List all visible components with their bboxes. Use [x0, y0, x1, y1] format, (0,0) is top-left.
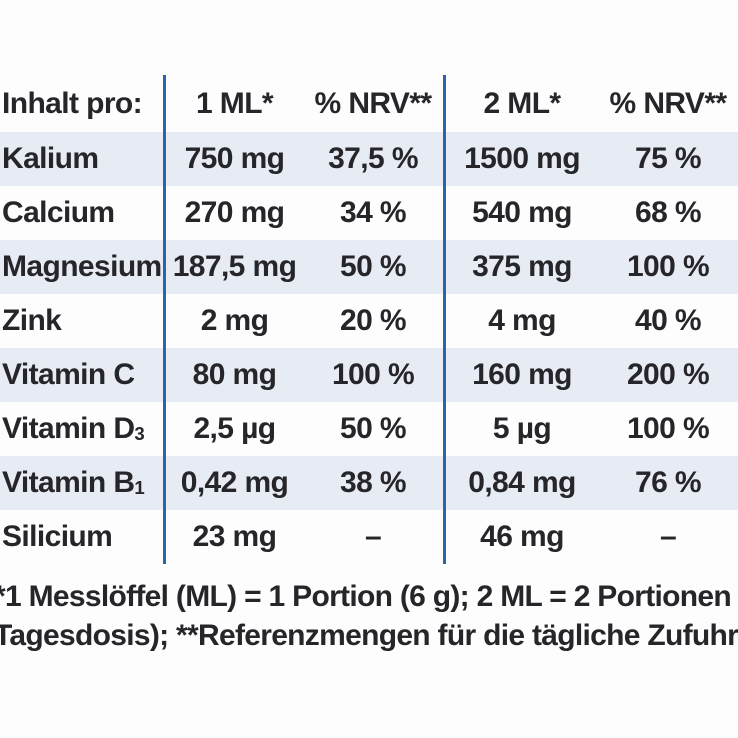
pct-nrv-1ml: 50 % [340, 250, 407, 283]
header-col-nrv2: % NRV** [609, 86, 728, 120]
pct-nrv-1ml: 37,5 % [328, 142, 418, 175]
header-col-1ml: 1 ML* [163, 75, 303, 132]
row-label-text: Calcium [2, 196, 115, 229]
row-label-text: Zink [2, 304, 62, 337]
pct-nrv-1ml: 20 % [340, 304, 407, 337]
row-label-text: Vitamin D [2, 412, 135, 445]
table-row: Calcium 270 mg 34 % 540 mg 68 % [0, 186, 738, 240]
pct-nrv-2ml: 75 % [635, 142, 702, 175]
row-label-text: Kalium [2, 142, 99, 175]
value-1ml: 80 mg [163, 348, 303, 402]
value-2ml: 4 mg [443, 294, 598, 348]
header-col-2ml: 2 ML* [443, 75, 598, 132]
pct-nrv-1ml: 38 % [340, 466, 407, 499]
row-label: Silicium [0, 510, 163, 564]
header-col-nrv1: % NRV** [314, 86, 433, 120]
table-row: Vitamin C 80 mg 100 % 160 mg 200 % [0, 348, 738, 402]
value-1ml: 2 mg [163, 294, 303, 348]
value-1ml: 2,5 µg [163, 402, 303, 456]
value-2ml: 375 mg [443, 240, 598, 294]
pct-nrv-2ml: 100 % [626, 412, 710, 445]
row-label-text: Silicium [2, 520, 113, 553]
value-2ml: 1500 mg [443, 132, 598, 186]
value-1ml: 0,42 mg [163, 456, 303, 510]
table-row: Vitamin D 3 2,5 µg 50 % 5 µg 100 % [0, 402, 738, 456]
footnote-line-1: *1 Messlöffel (ML) = 1 Portion (6 g); 2 … [0, 580, 738, 613]
table-header-row: Inhalt pro: 1 ML* % NRV** 2 ML* % NRV** [0, 75, 738, 132]
header-label-col: Inhalt pro: [2, 86, 143, 120]
nutrition-facts-table: Inhalt pro: 1 ML* % NRV** 2 ML* % NRV** … [0, 75, 738, 564]
pct-nrv-1ml: 50 % [340, 412, 407, 445]
row-label-text: Vitamin C [2, 358, 135, 391]
pct-nrv-2ml: – [659, 520, 677, 553]
row-label: Vitamin C [0, 348, 163, 402]
pct-nrv-2ml: 100 % [626, 250, 710, 283]
value-2ml: 0,84 mg [443, 456, 598, 510]
row-label: Zink [0, 294, 163, 348]
value-2ml: 5 µg [443, 402, 598, 456]
row-label: Magnesium [0, 240, 163, 294]
row-label-text: Vitamin B [2, 466, 135, 499]
table-row: Magnesium 187,5 mg 50 % 375 mg 100 % [0, 240, 738, 294]
pct-nrv-1ml: 100 % [331, 358, 415, 391]
table-body: Kalium 750 mg 37,5 % 1500 mg 75 % Calcium 270 … [0, 132, 738, 564]
pct-nrv-1ml: – [364, 520, 382, 553]
value-2ml: 160 mg [443, 348, 598, 402]
table-row: Zink 2 mg 20 % 4 mg 40 % [0, 294, 738, 348]
row-label: Calcium [0, 186, 163, 240]
pct-nrv-2ml: 68 % [635, 196, 702, 229]
value-1ml: 23 mg [163, 510, 303, 564]
pct-nrv-2ml: 76 % [635, 466, 702, 499]
value-1ml: 270 mg [163, 186, 303, 240]
footnote: *1 Messlöffel (ML) = 1 Portion (6 g); 2 … [0, 577, 738, 655]
value-1ml: 750 mg [163, 132, 303, 186]
value-1ml: 187,5 mg [163, 240, 303, 294]
row-label-text: Magnesium [2, 250, 162, 283]
value-2ml: 46 mg [443, 510, 598, 564]
table-row: Silicium 23 mg – 46 mg – [0, 510, 738, 564]
row-label: Kalium [0, 132, 163, 186]
table-row: Kalium 750 mg 37,5 % 1500 mg 75 % [0, 132, 738, 186]
table-row: Vitamin B 1 0,42 mg 38 % 0,84 mg 76 % [0, 456, 738, 510]
footnote-line-2: Tagesdosis); **Referenzmengen für die tä… [0, 619, 738, 652]
value-2ml: 540 mg [443, 186, 598, 240]
pct-nrv-2ml: 200 % [626, 358, 710, 391]
pct-nrv-2ml: 40 % [635, 304, 702, 337]
pct-nrv-1ml: 34 % [340, 196, 407, 229]
